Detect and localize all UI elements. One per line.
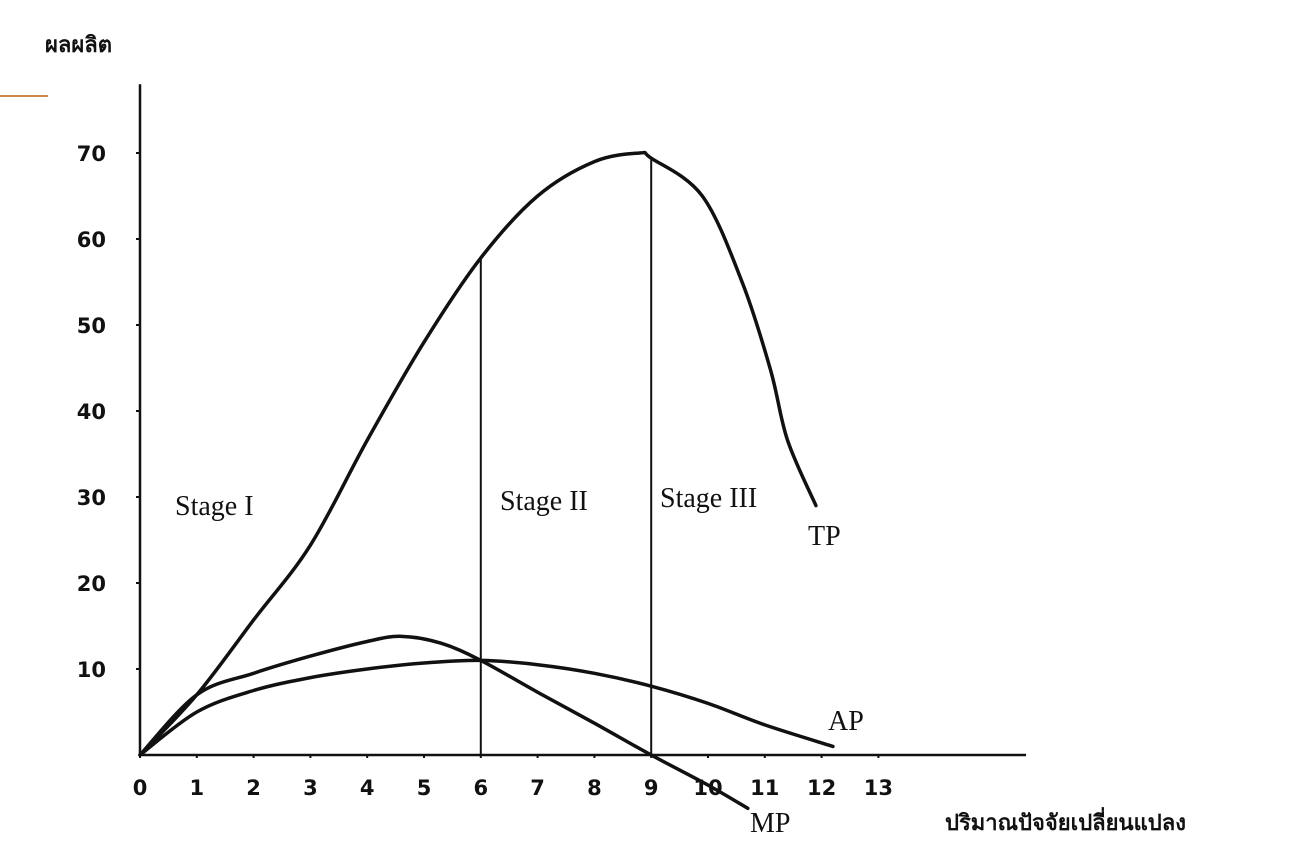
stage-label: Stage II (500, 486, 588, 517)
y-tick-label: 70 (77, 142, 106, 166)
x-tick-label: 7 (530, 776, 545, 800)
x-tick-label: 1 (189, 776, 204, 800)
y-tick-label: 40 (77, 400, 106, 424)
curve (138, 634, 750, 811)
x-tick-label: 8 (587, 776, 602, 800)
x-tick-label: 0 (133, 776, 148, 800)
series-label: TP (808, 521, 841, 552)
y-axis-title: ผลผลิต (45, 33, 112, 58)
curve (138, 150, 818, 757)
x-tick-label: 11 (750, 776, 779, 800)
x-tick-label: 3 (303, 776, 318, 800)
x-tick-label: 13 (864, 776, 893, 800)
x-tick-label: 12 (807, 776, 836, 800)
series-label: MP (750, 808, 790, 839)
x-tick-label: 4 (360, 776, 375, 800)
stage-label: Stage III (660, 483, 757, 514)
y-tick-label: 50 (77, 314, 106, 338)
y-tick-label: 60 (77, 228, 106, 252)
y-tick-label: 10 (77, 658, 106, 682)
x-tick-label: 5 (417, 776, 432, 800)
series-label: AP (828, 706, 864, 737)
x-axis-title: ปริมาณปัจจัยเปลี่ยนแปลง (945, 806, 1186, 836)
x-tick-label: 9 (644, 776, 659, 800)
y-tick-label: 30 (77, 486, 106, 510)
y-tick-label: 20 (77, 572, 106, 596)
x-tick-label: 6 (473, 776, 488, 800)
x-tick-label: 2 (246, 776, 261, 800)
stage-label: Stage I (175, 491, 254, 522)
